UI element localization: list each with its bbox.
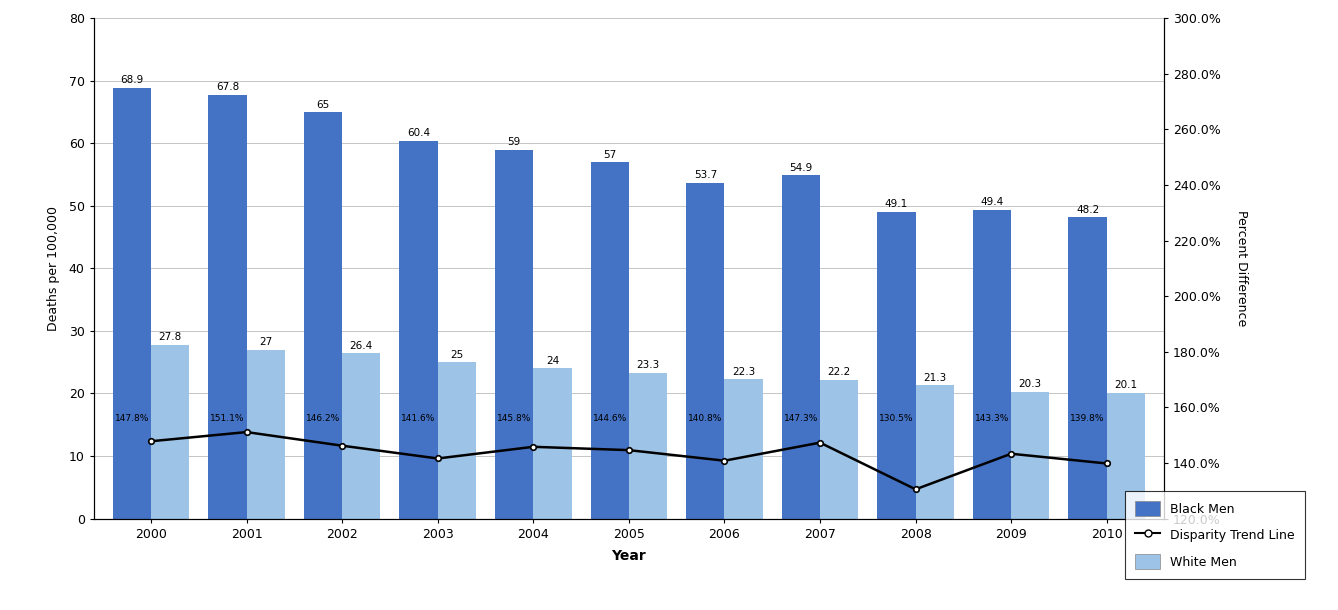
- Bar: [112, 88, 151, 518]
- Text: 59: 59: [507, 137, 520, 147]
- Text: 53.7: 53.7: [693, 170, 717, 180]
- Text: 65: 65: [316, 99, 329, 110]
- Bar: [495, 149, 534, 518]
- Text: 25: 25: [450, 350, 463, 360]
- Text: 130.5%: 130.5%: [879, 414, 914, 423]
- Bar: [151, 345, 189, 518]
- Text: 22.3: 22.3: [732, 367, 755, 376]
- Text: 27: 27: [260, 337, 273, 347]
- Text: 24: 24: [546, 356, 559, 366]
- Text: 22.2: 22.2: [827, 367, 851, 377]
- Text: 48.2: 48.2: [1076, 204, 1100, 215]
- Text: 49.1: 49.1: [884, 199, 909, 209]
- X-axis label: Year: Year: [611, 549, 646, 563]
- Y-axis label: Deaths per 100,000: Deaths per 100,000: [47, 206, 60, 331]
- Legend: Black Men, Disparity Trend Line, White Men: Black Men, Disparity Trend Line, White M…: [1125, 491, 1305, 580]
- Text: 141.6%: 141.6%: [401, 414, 436, 423]
- Bar: [629, 373, 668, 518]
- Bar: [1107, 393, 1145, 518]
- Bar: [915, 386, 954, 518]
- Text: 21.3: 21.3: [923, 373, 946, 383]
- Text: 151.1%: 151.1%: [210, 414, 245, 423]
- Text: 20.1: 20.1: [1115, 380, 1137, 390]
- Bar: [246, 350, 285, 518]
- Bar: [1069, 217, 1107, 518]
- Bar: [534, 368, 571, 518]
- Bar: [590, 162, 629, 518]
- Text: 144.6%: 144.6%: [593, 414, 628, 423]
- Text: 54.9: 54.9: [789, 163, 812, 173]
- Bar: [820, 379, 858, 518]
- Text: 147.8%: 147.8%: [115, 414, 149, 423]
- Bar: [343, 353, 380, 518]
- Text: 49.4: 49.4: [981, 197, 1004, 207]
- Text: 68.9: 68.9: [120, 75, 143, 85]
- Bar: [781, 175, 820, 518]
- Text: 147.3%: 147.3%: [784, 414, 818, 423]
- Text: 139.8%: 139.8%: [1070, 414, 1105, 423]
- Bar: [209, 95, 246, 518]
- Bar: [878, 212, 915, 518]
- Text: 145.8%: 145.8%: [496, 414, 531, 423]
- Y-axis label: Percent Difference: Percent Difference: [1235, 210, 1248, 326]
- Text: 23.3: 23.3: [637, 361, 660, 370]
- Bar: [1012, 392, 1049, 518]
- Text: 140.8%: 140.8%: [688, 414, 723, 423]
- Text: 27.8: 27.8: [158, 332, 182, 342]
- Text: 67.8: 67.8: [215, 82, 240, 92]
- Text: 20.3: 20.3: [1018, 379, 1042, 389]
- Text: 57: 57: [603, 149, 617, 160]
- Text: 26.4: 26.4: [349, 341, 373, 351]
- Bar: [400, 141, 438, 518]
- Bar: [438, 362, 476, 518]
- Bar: [973, 210, 1012, 518]
- Text: 146.2%: 146.2%: [306, 414, 340, 423]
- Bar: [304, 112, 343, 518]
- Bar: [724, 379, 763, 518]
- Bar: [686, 183, 724, 518]
- Text: 143.3%: 143.3%: [975, 414, 1009, 423]
- Text: 60.4: 60.4: [407, 128, 429, 138]
